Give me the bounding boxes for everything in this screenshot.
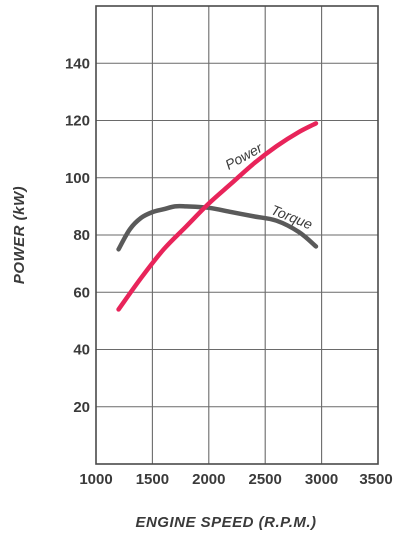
y-tick-label: 80 [73,227,90,244]
y-axis-ticks: 20 40 60 80 100 120 140 [65,55,90,416]
x-tick-label: 1500 [136,471,169,488]
series-line-torque [116,203,319,252]
y-tick-label: 20 [73,399,90,416]
x-tick-label: 3000 [305,471,338,488]
series-line-power [116,121,319,312]
series-lines [116,121,319,312]
grid-lines [96,6,378,464]
x-tick-label: 3500 [359,471,392,488]
y-axis-title: POWER (kW) [11,186,28,284]
y-tick-label: 120 [65,113,90,130]
x-tick-label: 1000 [79,471,112,488]
y-tick-label: 100 [65,170,90,187]
y-tick-label: 140 [65,55,90,72]
x-tick-label: 2000 [192,471,225,488]
x-tick-label: 2500 [249,471,282,488]
y-tick-label: 40 [73,342,90,359]
plot-frame [95,5,379,465]
x-axis-ticks: 1000 1500 2000 2500 3000 3500 [79,471,392,488]
x-axis-title: ENGINE SPEED (R.P.M.) [135,514,316,531]
y-tick-label: 60 [73,284,90,301]
